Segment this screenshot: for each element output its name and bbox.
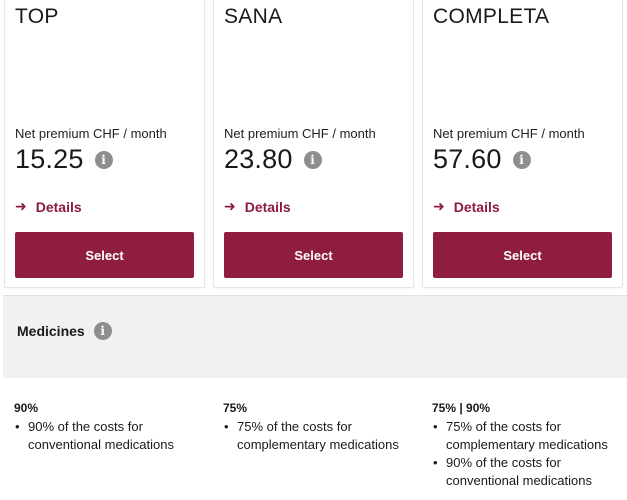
plan-name: COMPLETA <box>433 5 550 28</box>
price-row: 57.60 i <box>433 144 531 175</box>
list-item: 90% of the costs for conventional medica… <box>14 418 214 454</box>
arrow-right-icon: ➜ <box>433 199 445 215</box>
arrow-right-icon: ➜ <box>15 199 27 215</box>
info-icon[interactable]: i <box>94 150 113 169</box>
coverage-list: 75% of the costs for complementary medic… <box>432 418 627 490</box>
medicines-title: Medicines i <box>17 322 112 340</box>
price-value: 23.80 <box>224 144 293 174</box>
coverage-heading: 75% <box>223 401 248 415</box>
coverage-sana: 75% 75% of the costs for complementary m… <box>223 401 423 454</box>
premium-label: Net premium CHF / month <box>224 126 376 141</box>
info-icon[interactable]: i <box>93 322 112 340</box>
details-link[interactable]: ➜ Details <box>15 199 82 215</box>
price-value: 15.25 <box>15 144 84 174</box>
coverage-list: 75% of the costs for complementary medic… <box>223 418 423 454</box>
coverage-completa: 75% | 90% 75% of the costs for complemen… <box>432 401 627 490</box>
list-item: 90% of the costs for conventional medica… <box>432 454 627 490</box>
premium-label: Net premium CHF / month <box>433 126 585 141</box>
details-label: Details <box>35 199 82 215</box>
details-link[interactable]: ➜ Details <box>433 199 500 215</box>
plan-name: TOP <box>15 5 59 28</box>
list-item: 75% of the costs for complementary medic… <box>223 418 423 454</box>
price-row: 15.25 i <box>15 144 113 175</box>
plan-cards: TOP Net premium CHF / month 15.25 i ➜ De… <box>4 0 623 288</box>
coverage-heading: 90% <box>14 401 39 415</box>
medicines-label: Medicines <box>17 323 85 339</box>
details-label: Details <box>453 199 500 215</box>
plan-card-top: TOP Net premium CHF / month 15.25 i ➜ De… <box>4 0 205 288</box>
select-button-top[interactable]: Select <box>15 232 194 278</box>
details-label: Details <box>244 199 291 215</box>
medicines-section-header: Medicines i <box>3 295 627 378</box>
coverage-top: 90% 90% of the costs for conventional me… <box>14 401 214 454</box>
price-value: 57.60 <box>433 144 502 174</box>
select-button-completa[interactable]: Select <box>433 232 612 278</box>
price-row: 23.80 i <box>224 144 322 175</box>
coverage-list: 90% of the costs for conventional medica… <box>14 418 214 454</box>
plan-card-sana: SANA Net premium CHF / month 23.80 i ➜ D… <box>213 0 414 288</box>
arrow-right-icon: ➜ <box>224 199 236 215</box>
plan-name: SANA <box>224 5 283 28</box>
info-icon[interactable]: i <box>303 150 322 169</box>
details-link[interactable]: ➜ Details <box>224 199 291 215</box>
info-icon[interactable]: i <box>512 150 531 169</box>
premium-label: Net premium CHF / month <box>15 126 167 141</box>
select-button-sana[interactable]: Select <box>224 232 403 278</box>
list-item: 75% of the costs for complementary medic… <box>432 418 627 454</box>
plan-card-completa: COMPLETA Net premium CHF / month 57.60 i… <box>422 0 623 288</box>
coverage-heading: 75% | 90% <box>432 401 491 415</box>
